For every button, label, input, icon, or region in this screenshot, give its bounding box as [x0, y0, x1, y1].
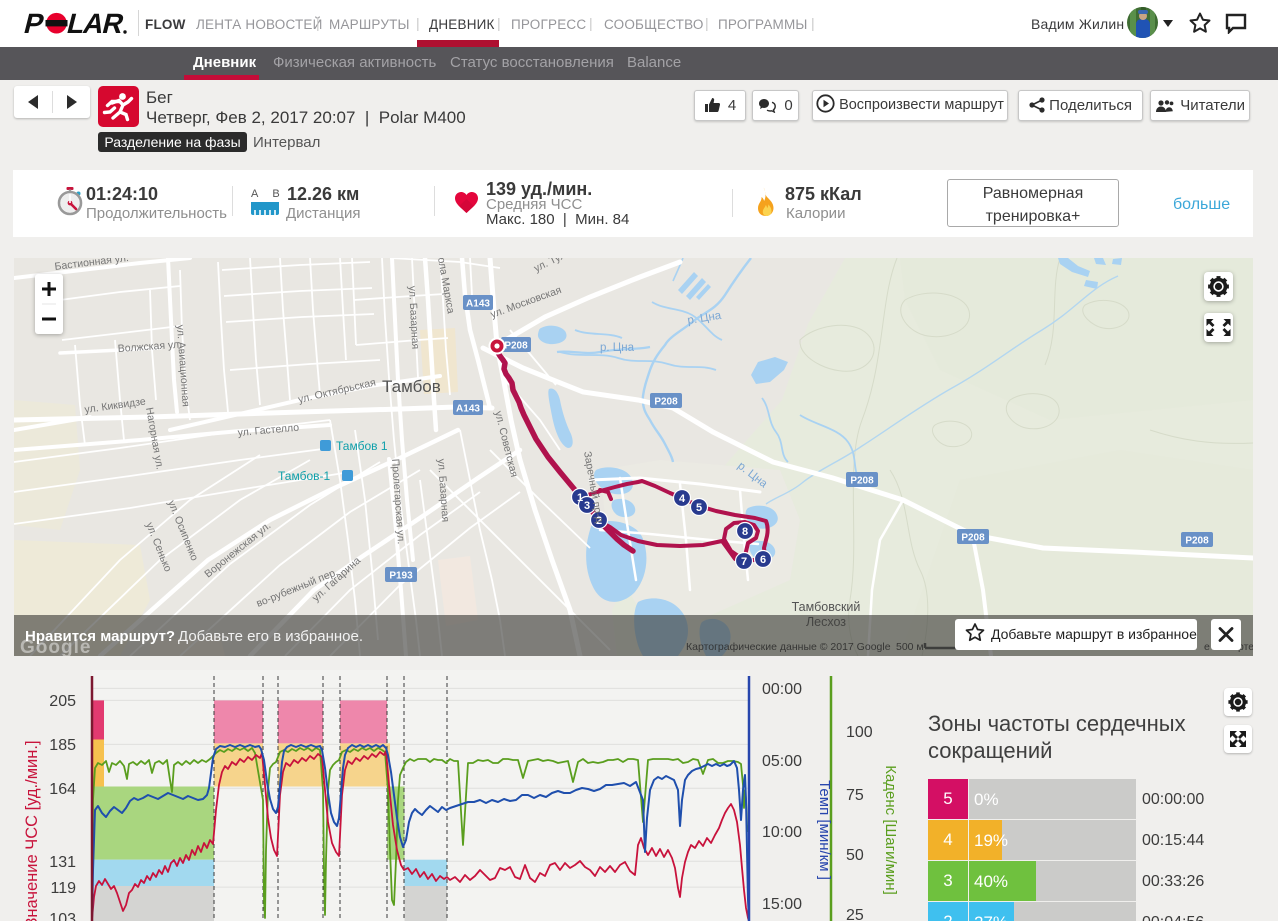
svg-text:103: 103	[49, 911, 76, 921]
svg-text:10:00: 10:00	[762, 824, 802, 841]
svg-text:Тамбов 1: Тамбов 1	[336, 439, 388, 453]
svg-text:Значение ЧСС [уд./мин.]: Значение ЧСС [уд./мин.]	[23, 740, 41, 921]
svg-text:164: 164	[49, 781, 76, 798]
svg-text:А143: А143	[466, 299, 490, 310]
svg-text:5: 5	[696, 502, 702, 514]
svg-text:7: 7	[741, 556, 747, 568]
svg-text:50: 50	[846, 847, 864, 864]
svg-text:р. Цна: р. Цна	[600, 342, 635, 354]
svg-text:00:00: 00:00	[762, 681, 802, 698]
svg-text:Картографические данные © 2017: Картографические данные © 2017 Google	[686, 641, 891, 653]
svg-text:Тамбов: Тамбов	[382, 377, 441, 396]
svg-text:205: 205	[49, 693, 76, 710]
svg-text:Нравится маршрут?: Нравится маршрут?	[25, 628, 175, 645]
svg-text:15:00: 15:00	[762, 896, 802, 913]
svg-text:Пролетарская ул.: Пролетарская ул.	[389, 458, 407, 544]
svg-text:ул. Авиационная: ул. Авиационная	[174, 324, 192, 407]
svg-text:Темп [мин/км ]: Темп [мин/км ]	[816, 780, 833, 880]
svg-text:100: 100	[846, 724, 873, 741]
svg-text:Р193: Р193	[389, 571, 413, 582]
svg-text:А143: А143	[456, 404, 480, 415]
svg-text:75: 75	[846, 787, 864, 804]
svg-text:ул. Базарная: ул. Базарная	[406, 286, 421, 350]
svg-text:Волжская ул.: Волжская ул.	[117, 339, 182, 355]
svg-text:LAR: LAR	[64, 11, 127, 35]
svg-text:6: 6	[760, 554, 766, 566]
svg-text:Добавьте маршрут в избранное: Добавьте маршрут в избранное	[991, 626, 1197, 642]
svg-text:Р208: Р208	[1185, 536, 1209, 547]
svg-text:ул. Гастелло: ул. Гастелло	[237, 422, 300, 439]
svg-text:2: 2	[596, 515, 602, 527]
svg-text:500 м: 500 м	[896, 641, 924, 653]
svg-text:25: 25	[846, 907, 864, 921]
svg-text:Р208: Р208	[504, 341, 528, 352]
svg-text:1: 1	[577, 492, 583, 504]
svg-text:8: 8	[742, 526, 748, 538]
svg-text:ул. Базарная: ул. Базарная	[435, 458, 451, 522]
svg-text:05:00: 05:00	[762, 753, 802, 770]
svg-text:131: 131	[49, 854, 76, 871]
svg-text:Тамбов-1: Тамбов-1	[278, 469, 330, 483]
svg-text:Добавьте его в избранное.: Добавьте его в избранное.	[178, 628, 363, 645]
svg-text:Каденс [Шаги/мин]: Каденс [Шаги/мин]	[882, 765, 899, 895]
svg-text:Р208: Р208	[654, 397, 678, 408]
svg-text:4: 4	[679, 493, 686, 505]
svg-text:119: 119	[50, 880, 76, 897]
svg-text:Р208: Р208	[850, 476, 874, 487]
svg-text:3: 3	[584, 500, 590, 512]
svg-text:P: P	[21, 11, 47, 35]
svg-text:Р208: Р208	[961, 533, 985, 544]
svg-text:Google: Google	[20, 637, 91, 656]
svg-text:185: 185	[49, 737, 76, 754]
svg-text:р. Цна: р. Цна	[687, 310, 723, 327]
svg-text:Тамбовский: Тамбовский	[792, 600, 861, 614]
